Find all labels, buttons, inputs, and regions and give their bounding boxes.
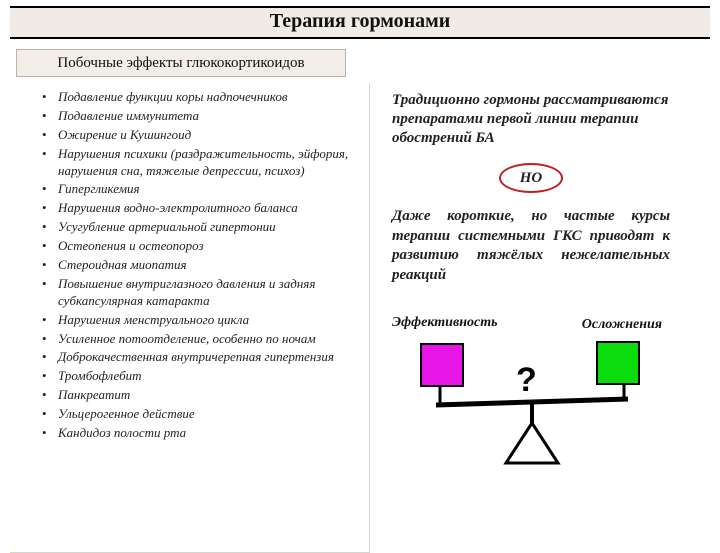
list-item: Повышение внутриглазного давления и задн…	[46, 276, 359, 310]
list-item: Доброкачественная внутричерепная гиперте…	[46, 349, 359, 366]
balance-scale-icon	[392, 375, 672, 475]
side-effects-list: Подавление функции коры надпочечников Под…	[32, 89, 359, 442]
list-item: Ожирение и Кушингоид	[46, 127, 359, 144]
intro-paragraph: Традиционно гормоны рассматриваются преп…	[392, 91, 670, 147]
but-oval-wrap: НО	[392, 163, 670, 193]
warning-paragraph: Даже короткие, но частые курсы терапии с…	[392, 207, 670, 285]
list-item: Нарушения менструального цикла	[46, 312, 359, 329]
list-item: Панкреатит	[46, 387, 359, 404]
title-bar: Терапия гормонами	[10, 6, 710, 39]
list-item: Подавление функции коры надпочечников	[46, 89, 359, 106]
list-item: Остеопения и остеопороз	[46, 238, 359, 255]
balance-diagram: Эффективность Осложнения ?	[392, 315, 670, 485]
right-panel: Традиционно гормоны рассматриваются преп…	[370, 83, 690, 553]
list-item: Подавление иммунитета	[46, 108, 359, 125]
content-columns: Подавление функции коры надпочечников Под…	[0, 83, 720, 553]
list-item: Нарушения психики (раздражительность, эй…	[46, 146, 359, 180]
list-item: Усугубление артериальной гипертонии	[46, 219, 359, 236]
subtitle-text: Побочные эффекты глюкокортикоидов	[57, 55, 304, 71]
list-item: Ульцерогенное действие	[46, 406, 359, 423]
subtitle-box: Побочные эффекты глюкокортикоидов	[16, 49, 346, 77]
label-effectiveness: Эффективность	[392, 315, 498, 331]
list-item: Кандидоз полости рта	[46, 425, 359, 442]
page-title: Терапия гормонами	[270, 10, 451, 32]
list-item: Стероидная миопатия	[46, 257, 359, 274]
side-effects-panel: Подавление функции коры надпочечников Под…	[10, 83, 370, 553]
list-item: Усиленное потоотделение, особенно по ноч…	[46, 331, 359, 348]
label-complications: Осложнения	[582, 317, 662, 333]
list-item: Гипергликемия	[46, 181, 359, 198]
but-oval: НО	[499, 163, 563, 193]
list-item: Нарушения водно-электролитного баланса	[46, 200, 359, 217]
list-item: Тромбофлебит	[46, 368, 359, 385]
